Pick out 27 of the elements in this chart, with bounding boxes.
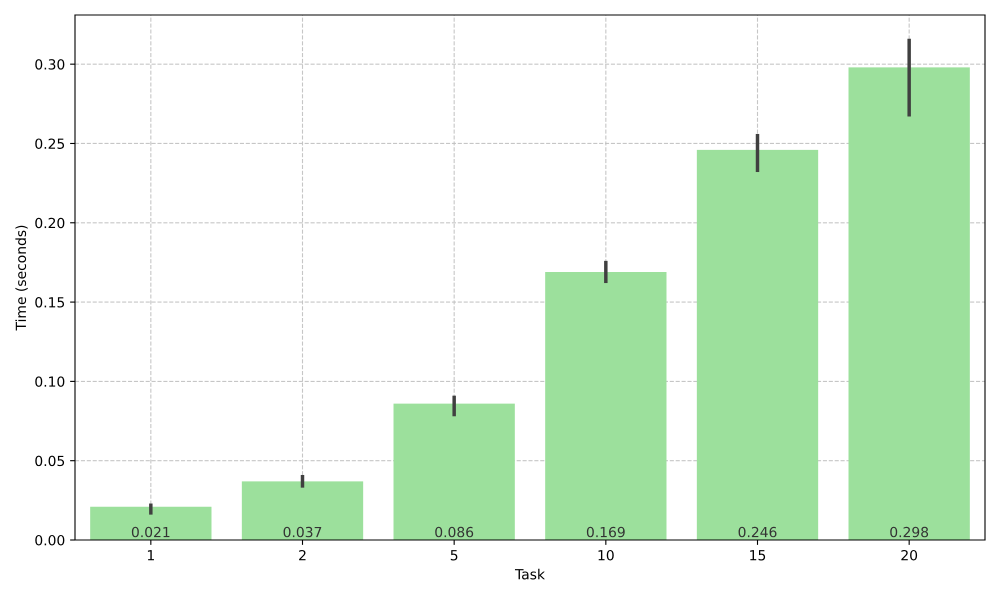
- data-label: 0.169: [586, 526, 625, 538]
- y-tick-label: 0.05: [35, 456, 64, 466]
- x-tick-label: 10: [598, 550, 614, 560]
- bar: [848, 67, 970, 540]
- bar: [394, 404, 515, 540]
- y-tick-label: 0.20: [35, 218, 64, 228]
- data-label: 0.037: [284, 526, 322, 538]
- bar: [545, 272, 666, 540]
- x-tick-label: 15: [750, 550, 766, 560]
- bar: [696, 150, 818, 540]
- y-tick-label: 0.30: [35, 59, 64, 70]
- y-axis-title: Time (seconds): [15, 226, 28, 331]
- x-tick-label: 20: [901, 550, 918, 560]
- y-tick-label: 0.00: [35, 534, 64, 546]
- bar: [90, 506, 212, 540]
- data-label: 0.246: [738, 526, 777, 538]
- y-tick-label: 0.25: [35, 138, 64, 149]
- bar: [242, 481, 364, 540]
- data-label: 0.086: [435, 526, 474, 538]
- x-tick-label: 5: [450, 550, 458, 560]
- data-label: 0.021: [132, 526, 170, 538]
- x-tick-label: 1: [148, 550, 154, 560]
- data-label: 0.298: [890, 526, 928, 538]
- y-tick-label: 0.10: [35, 376, 64, 387]
- y-tick-label: 0.15: [35, 297, 64, 308]
- x-axis-title: Task: [514, 568, 545, 580]
- x-tick-label: 2: [299, 550, 306, 560]
